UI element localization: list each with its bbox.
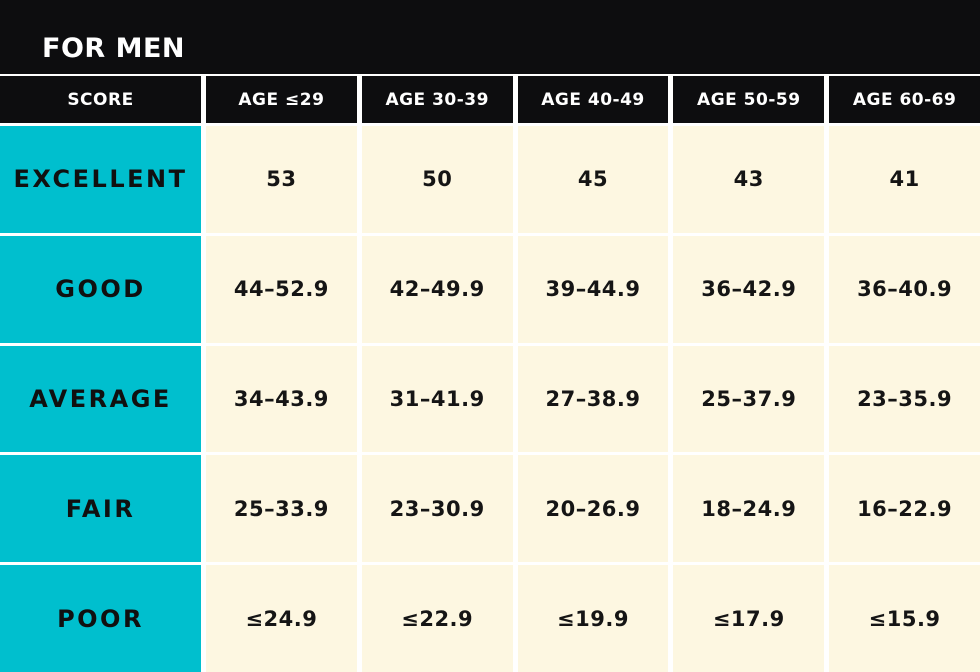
- row-label-good: GOOD: [0, 235, 201, 343]
- cell-poor-age-60-69: ≤15.9: [829, 565, 980, 672]
- score-table: SCORE AGE ≤29 AGE 30-39 AGE 40-49 AGE 50…: [0, 76, 980, 672]
- cell-excellent-age-30-39: 50: [361, 126, 513, 233]
- header-cell-age-30-39: AGE 30-39: [361, 76, 513, 123]
- cell-fair-age-30-39: 23–30.9: [361, 455, 513, 563]
- cell-poor-age-40-49: ≤19.9: [517, 565, 669, 672]
- cell-poor-age-30-39: ≤22.9: [361, 565, 513, 672]
- cell-good-age-40-49: 39–44.9: [517, 235, 669, 343]
- cell-excellent-age-50-59: 43: [673, 126, 825, 233]
- cell-average-age-le-29: 34–43.9: [206, 345, 357, 453]
- row-label-fair: FAIR: [0, 455, 201, 563]
- cell-fair-age-60-69: 16–22.9: [829, 455, 980, 563]
- row-label-excellent: EXCELLENT: [0, 126, 201, 233]
- header-cell-age-60-69: AGE 60-69: [829, 76, 980, 123]
- cell-fair-age-50-59: 18–24.9: [673, 455, 825, 563]
- cell-fair-age-le-29: 25–33.9: [206, 455, 357, 563]
- cell-good-age-50-59: 36–42.9: [673, 235, 825, 343]
- cell-fair-age-40-49: 20–26.9: [517, 455, 669, 563]
- cell-excellent-age-40-49: 45: [517, 126, 669, 233]
- row-label-poor: POOR: [0, 565, 201, 672]
- cell-average-age-50-59: 25–37.9: [673, 345, 825, 453]
- header-cell-score: SCORE: [0, 76, 201, 123]
- page-title: FOR MEN: [42, 33, 185, 64]
- header-cell-age-50-59: AGE 50-59: [673, 76, 825, 123]
- cell-excellent-age-le-29: 53: [206, 126, 357, 233]
- header-cell-age-40-49: AGE 40-49: [517, 76, 669, 123]
- header-cell-age-le-29: AGE ≤29: [206, 76, 357, 123]
- cell-excellent-age-60-69: 41: [829, 126, 980, 233]
- cell-average-age-40-49: 27–38.9: [517, 345, 669, 453]
- cell-good-age-30-39: 42–49.9: [361, 235, 513, 343]
- cell-average-age-60-69: 23–35.9: [829, 345, 980, 453]
- cell-poor-age-le-29: ≤24.9: [206, 565, 357, 672]
- cell-poor-age-50-59: ≤17.9: [673, 565, 825, 672]
- row-label-average: AVERAGE: [0, 345, 201, 453]
- title-band: FOR MEN: [0, 0, 980, 76]
- cell-good-age-le-29: 44–52.9: [206, 235, 357, 343]
- cell-good-age-60-69: 36–40.9: [829, 235, 980, 343]
- cell-average-age-30-39: 31–41.9: [361, 345, 513, 453]
